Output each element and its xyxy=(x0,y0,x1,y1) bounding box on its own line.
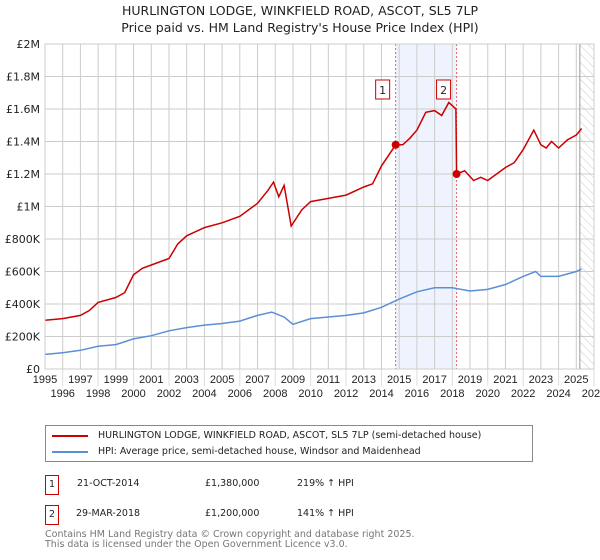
legend-label: HPI: Average price, semi-detached house,… xyxy=(98,446,421,457)
series-line xyxy=(44,101,583,322)
sale-marker-badge: 2 xyxy=(45,505,59,525)
footer-line: Contains HM Land Registry data © Crown c… xyxy=(45,529,415,540)
y-tick-label: £1.8M xyxy=(6,71,40,84)
blue-line-swatch xyxy=(52,450,88,453)
x-tick-label: 1996 xyxy=(50,388,74,400)
y-tick-label: £2M xyxy=(17,38,41,51)
y-tick-label: £1.2M xyxy=(6,168,40,181)
sale-date: 29-MAR-2018 xyxy=(76,508,141,519)
legend-label: HURLINGTON LODGE, WINKFIELD ROAD, ASCOT,… xyxy=(98,430,482,441)
y-tick-label: £800K xyxy=(5,233,41,246)
footer: Contains HM Land Registry data © Crown c… xyxy=(45,530,415,550)
x-tick-label: 2002 xyxy=(157,388,181,400)
x-tick-label: 2008 xyxy=(263,388,287,400)
chart-title: HURLINGTON LODGE, WINKFIELD ROAD, ASCOT,… xyxy=(0,2,600,36)
x-tick-label: 2024 xyxy=(546,388,570,400)
legend-item-hpi: HPI: Average price, semi-detached house,… xyxy=(52,446,421,457)
x-tick-label: 2004 xyxy=(192,388,216,400)
sale-price: £1,200,000 xyxy=(205,508,260,519)
y-tick-label: £1.4M xyxy=(6,136,40,149)
x-tick-label: 2009 xyxy=(281,374,305,386)
y-tick-label: £400K xyxy=(5,298,41,311)
x-tick-label: 1998 xyxy=(86,388,110,400)
sale-point xyxy=(452,170,461,178)
x-tick-label: 2014 xyxy=(369,388,393,400)
sale-hpi-change: 141% ↑ HPI xyxy=(297,508,354,519)
x-tick-label: 2013 xyxy=(352,374,376,386)
x-tick-label: 2018 xyxy=(440,388,464,400)
y-tick-label: £1M xyxy=(17,201,41,214)
legend: HURLINGTON LODGE, WINKFIELD ROAD, ASCOT,… xyxy=(45,425,533,462)
sale-hpi-change: 219% ↑ HPI xyxy=(297,478,354,489)
x-tick-label: 2007 xyxy=(245,374,269,386)
title-line: HURLINGTON LODGE, WINKFIELD ROAD, ASCOT,… xyxy=(121,3,479,18)
sale-price: £1,380,000 xyxy=(205,478,260,489)
price-chart: 1995 1996 1997 1998 1999 2000 2001 2002 2003 2004… xyxy=(5,38,600,400)
y-tick-label: £600K xyxy=(5,266,41,279)
y-tick-label: £1.6M xyxy=(6,103,40,116)
y-tick-label: £0 xyxy=(26,363,40,376)
x-tick-label: 1999 xyxy=(104,374,128,386)
x-tick-label: 2015 xyxy=(387,374,411,386)
x-tick-label: 2026 xyxy=(582,388,600,400)
x-tick-label: 2016 xyxy=(405,388,429,400)
red-line-swatch xyxy=(52,434,88,437)
x-tick-label: 2017 xyxy=(422,374,446,386)
x-tick-label: 2006 xyxy=(228,388,252,400)
series-line xyxy=(44,268,582,356)
x-tick-label: 2005 xyxy=(210,374,234,386)
x-tick-label: 1997 xyxy=(68,374,92,386)
sale-marker-box xyxy=(375,79,391,100)
legend-item-property: HURLINGTON LODGE, WINKFIELD ROAD, ASCOT,… xyxy=(52,430,481,441)
x-tick-label: 1995 xyxy=(33,374,57,386)
x-tick-label: 2025 xyxy=(564,374,588,386)
subtitle-line: Price paid vs. HM Land Registry's House … xyxy=(121,20,479,35)
x-tick-label: 2001 xyxy=(139,374,163,386)
sale-marker-label: 2 xyxy=(440,84,447,97)
x-tick-label: 2003 xyxy=(174,374,198,386)
x-tick-label: 2022 xyxy=(511,388,535,400)
footer-line: This data is licensed under the Open Gov… xyxy=(45,539,348,550)
x-tick-label: 2023 xyxy=(529,374,553,386)
x-tick-label: 2000 xyxy=(121,388,145,400)
sale-marker-badge: 1 xyxy=(45,475,59,495)
x-tick-label: 2021 xyxy=(493,374,517,386)
x-tick-label: 2012 xyxy=(334,388,358,400)
x-tick-label: 2011 xyxy=(317,374,341,386)
plot-border xyxy=(44,43,595,370)
x-tick-label: 2010 xyxy=(298,388,322,400)
sale-date: 21-OCT-2014 xyxy=(77,478,140,489)
sale-point xyxy=(391,140,400,149)
x-tick-label: 2020 xyxy=(475,388,499,400)
y-tick-label: £200K xyxy=(5,331,41,344)
sale-marker-box xyxy=(436,79,452,100)
sale-marker-label: 1 xyxy=(379,84,386,97)
x-tick-label: 2019 xyxy=(458,374,482,386)
